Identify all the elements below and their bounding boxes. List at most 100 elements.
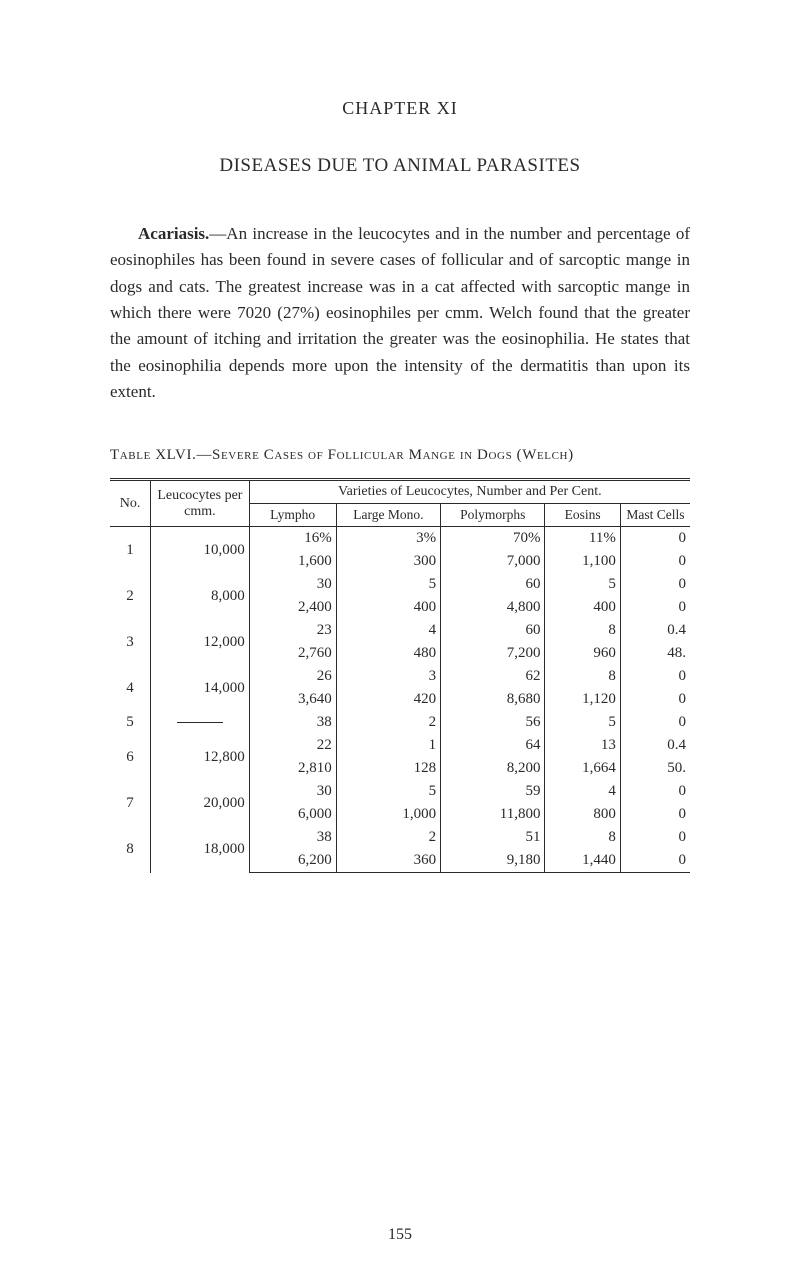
cell-value: 60 bbox=[441, 619, 545, 642]
cell-value: 5 bbox=[336, 780, 440, 803]
cell-value: 0.4 bbox=[620, 734, 690, 757]
cell-value: 960 bbox=[545, 642, 620, 665]
cell-value: 0.4 bbox=[620, 619, 690, 642]
cell-value: 0 bbox=[620, 849, 690, 873]
cell-no: 8 bbox=[110, 826, 151, 873]
cell-no: 7 bbox=[110, 780, 151, 826]
cell-value: 8 bbox=[545, 665, 620, 688]
cell-value: 0 bbox=[620, 665, 690, 688]
cell-value: 51 bbox=[441, 826, 545, 849]
table-row: 28,0003056050 bbox=[110, 573, 690, 596]
cell-value: 480 bbox=[336, 642, 440, 665]
col-header-polymorphs: Polymorphs bbox=[441, 504, 545, 527]
dash-icon bbox=[177, 722, 223, 723]
cell-value: 3 bbox=[336, 665, 440, 688]
cell-value: 0 bbox=[620, 550, 690, 573]
cell-leuco: 10,000 bbox=[151, 527, 250, 574]
cell-value: 6,200 bbox=[249, 849, 336, 873]
cell-value: 420 bbox=[336, 688, 440, 711]
cell-value: 2,400 bbox=[249, 596, 336, 619]
cell-value: 60 bbox=[441, 573, 545, 596]
cell-leuco bbox=[151, 711, 250, 734]
table-row: 110,00016%3%70%11%0 bbox=[110, 527, 690, 551]
cell-value: 0 bbox=[620, 711, 690, 734]
cell-value: 7,000 bbox=[441, 550, 545, 573]
run-in-heading: Acariasis. bbox=[138, 224, 209, 243]
cell-value: 400 bbox=[545, 596, 620, 619]
cell-value: 13 bbox=[545, 734, 620, 757]
caption-prefix: Table XLVI. bbox=[110, 447, 196, 463]
data-table: No. Leucocytes per cmm. Varieties of Leu… bbox=[110, 478, 690, 873]
cell-value: 23 bbox=[249, 619, 336, 642]
page-number: 155 bbox=[0, 1226, 800, 1244]
cell-value: 1,440 bbox=[545, 849, 620, 873]
cell-value: 59 bbox=[441, 780, 545, 803]
cell-leuco: 18,000 bbox=[151, 826, 250, 873]
cell-no: 6 bbox=[110, 734, 151, 780]
page: CHAPTER XI DISEASES DUE TO ANIMAL PARASI… bbox=[0, 0, 800, 1274]
cell-value: 5 bbox=[545, 573, 620, 596]
cell-value: 128 bbox=[336, 757, 440, 780]
cell-value: 11,800 bbox=[441, 803, 545, 826]
cell-value: 800 bbox=[545, 803, 620, 826]
cell-value: 70% bbox=[441, 527, 545, 551]
cell-value: 4 bbox=[336, 619, 440, 642]
cell-value: 2 bbox=[336, 711, 440, 734]
cell-no: 2 bbox=[110, 573, 151, 619]
cell-value: 3,640 bbox=[249, 688, 336, 711]
table-row: 414,0002636280 bbox=[110, 665, 690, 688]
cell-value: 64 bbox=[441, 734, 545, 757]
table-body: 110,00016%3%70%11%01,6003007,0001,100028… bbox=[110, 527, 690, 873]
cell-value: 56 bbox=[441, 711, 545, 734]
cell-value: 1,000 bbox=[336, 803, 440, 826]
cell-value: 0 bbox=[620, 527, 690, 551]
chapter-label: CHAPTER XI bbox=[110, 98, 690, 119]
cell-value: 2,760 bbox=[249, 642, 336, 665]
cell-value: 22 bbox=[249, 734, 336, 757]
table-row: 818,0003825180 bbox=[110, 826, 690, 849]
cell-value: 300 bbox=[336, 550, 440, 573]
table-row: 612,80022164130.4 bbox=[110, 734, 690, 757]
col-header-eosins: Eosins bbox=[545, 504, 620, 527]
table-head: No. Leucocytes per cmm. Varieties of Leu… bbox=[110, 480, 690, 527]
cell-value: 38 bbox=[249, 711, 336, 734]
cell-value: 8 bbox=[545, 826, 620, 849]
cell-value: 2 bbox=[336, 826, 440, 849]
cell-value: 16% bbox=[249, 527, 336, 551]
cell-no: 3 bbox=[110, 619, 151, 665]
cell-leuco: 12,800 bbox=[151, 734, 250, 780]
cell-value: 0 bbox=[620, 573, 690, 596]
cell-value: 5 bbox=[336, 573, 440, 596]
table-row: 312,0002346080.4 bbox=[110, 619, 690, 642]
cell-value: 3% bbox=[336, 527, 440, 551]
cell-value: 48. bbox=[620, 642, 690, 665]
cell-value: 5 bbox=[545, 711, 620, 734]
cell-value: 30 bbox=[249, 573, 336, 596]
cell-value: 0 bbox=[620, 826, 690, 849]
cell-value: 9,180 bbox=[441, 849, 545, 873]
cell-value: 400 bbox=[336, 596, 440, 619]
cell-value: 30 bbox=[249, 780, 336, 803]
cell-value: 11% bbox=[545, 527, 620, 551]
cell-value: 1,600 bbox=[249, 550, 336, 573]
cell-no: 1 bbox=[110, 527, 151, 574]
cell-value: 38 bbox=[249, 826, 336, 849]
table-row: 53825650 bbox=[110, 711, 690, 734]
cell-value: 4 bbox=[545, 780, 620, 803]
cell-value: 360 bbox=[336, 849, 440, 873]
cell-value: 50. bbox=[620, 757, 690, 780]
cell-no: 4 bbox=[110, 665, 151, 711]
cell-value: 7,200 bbox=[441, 642, 545, 665]
col-header-leuco: Leucocytes per cmm. bbox=[151, 480, 250, 527]
cell-leuco: 12,000 bbox=[151, 619, 250, 665]
cell-value: 8,680 bbox=[441, 688, 545, 711]
col-header-mast: Mast Cells bbox=[620, 504, 690, 527]
col-header-no: No. bbox=[110, 480, 151, 527]
cell-value: 1,100 bbox=[545, 550, 620, 573]
cell-value: 0 bbox=[620, 803, 690, 826]
table-caption: Table XLVI.—Severe Cases of Follicular M… bbox=[110, 447, 690, 464]
table-row: 720,0003055940 bbox=[110, 780, 690, 803]
cell-leuco: 8,000 bbox=[151, 573, 250, 619]
cell-value: 0 bbox=[620, 780, 690, 803]
cell-value: 62 bbox=[441, 665, 545, 688]
